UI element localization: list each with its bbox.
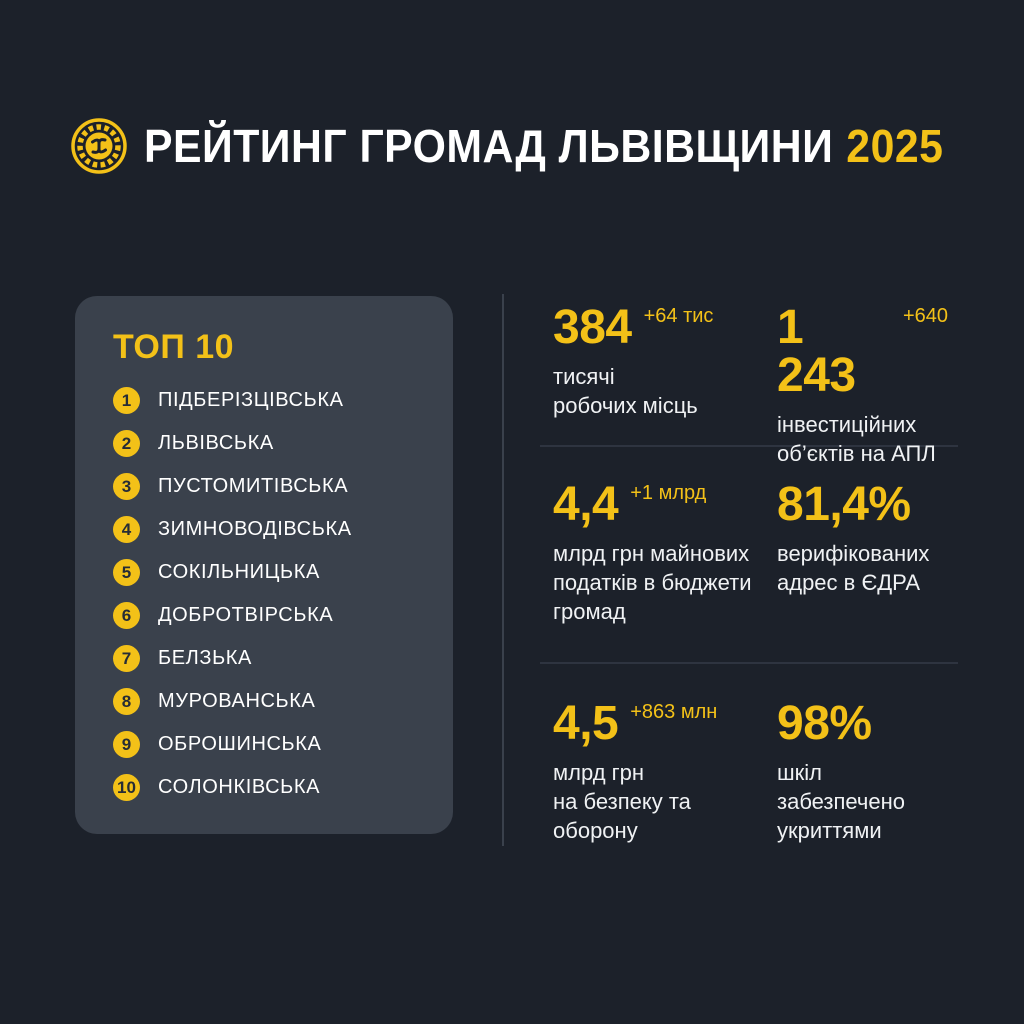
stat-delta: +863 млн xyxy=(630,701,718,723)
rank-badge: 10 xyxy=(113,774,140,801)
stat-number: 1 243 +640 xyxy=(777,304,948,400)
header: РЕЙТИНГ ГРОМАД ЛЬВІВЩИНИ 2025 xyxy=(70,88,1004,204)
gear-coin-icon xyxy=(71,118,127,174)
stat-caption: інвестиційних об’єктів на АПЛ xyxy=(777,412,936,467)
community-name: ПІДБЕРІЗЦІВСЬКА xyxy=(158,389,344,411)
top10-panel: ТОП 10 1 ПІДБЕРІЗЦІВСЬКА 2 ЛЬВІВСЬКА 3 П… xyxy=(75,296,453,834)
stat-defense-spending: 4,5 +863 млн млрд грн на безпеку та обор… xyxy=(553,700,777,845)
rank-badge: 7 xyxy=(113,645,140,672)
stat-delta: +640 xyxy=(902,305,948,327)
stat-number: 384 +64 тис xyxy=(553,304,767,352)
stat-value: 1 243 xyxy=(777,301,856,402)
stat-property-taxes: 4,4 +1 млрд млрд грн майнових податків в… xyxy=(553,481,777,662)
stat-verified-addresses: 81,4% верифікованих адрес в ЄДРА xyxy=(777,481,958,662)
community-name: ОБРОШИНСЬКА xyxy=(158,733,322,755)
rank-badge: 6 xyxy=(113,602,140,629)
rank-badge: 4 xyxy=(113,516,140,543)
stat-investment-objects: 1 243 +640 інвестиційних об’єктів на АПЛ xyxy=(777,304,958,468)
rank-badge: 1 xyxy=(113,387,140,414)
stat-jobs: 384 +64 тис тисячі робочих місць xyxy=(553,304,777,468)
stat-value: 98% xyxy=(777,697,872,750)
page-title-main: РЕЙТИНГ ГРОМАД ЛЬВІВЩИНИ xyxy=(144,119,834,172)
top10-heading: ТОП 10 xyxy=(113,328,235,366)
stats-grid: 384 +64 тис тисячі робочих місць 1 243 +… xyxy=(540,296,958,845)
rank-badge: 9 xyxy=(113,731,140,758)
stat-delta: +64 тис xyxy=(643,305,714,327)
rank-badge: 5 xyxy=(113,559,140,586)
stat-caption: млрд грн майнових податків в бюджети гро… xyxy=(553,541,752,625)
rank-badge: 3 xyxy=(113,473,140,500)
list-item: 7 БЕЛЗЬКА xyxy=(113,637,429,680)
stat-caption: верифікованих адрес в ЄДРА xyxy=(777,541,930,596)
list-item: 5 СОКІЛЬНИЦЬКА xyxy=(113,551,429,594)
stat-value: 4,5 xyxy=(553,697,619,750)
community-name: БЕЛЗЬКА xyxy=(158,647,252,669)
list-item: 3 ПУСТОМИТІВСЬКА xyxy=(113,465,429,508)
list-item: 9 ОБРОШИНСЬКА xyxy=(113,723,429,766)
stat-caption: шкіл забезпечено укриттями xyxy=(777,760,906,844)
list-item: 1 ПІДБЕРІЗЦІВСЬКА xyxy=(113,379,429,422)
stat-value: 81,4% xyxy=(777,478,911,531)
rank-badge: 8 xyxy=(113,688,140,715)
community-name: ДОБРОТВІРСЬКА xyxy=(158,604,334,626)
community-name: МУРОВАНСЬКА xyxy=(158,690,316,712)
community-name: ЗИМНОВОДІВСЬКА xyxy=(158,518,352,540)
stat-number: 81,4% xyxy=(777,481,948,529)
vertical-divider xyxy=(502,294,504,846)
list-item: 10 СОЛОНКІВСЬКА xyxy=(113,766,429,809)
stat-number: 98% xyxy=(777,700,948,748)
community-name: ЛЬВІВСЬКА xyxy=(158,432,274,454)
list-item: 8 МУРОВАНСЬКА xyxy=(113,680,429,723)
stat-caption: тисячі робочих місць xyxy=(553,364,698,419)
stat-caption: млрд грн на безпеку та оборону xyxy=(553,760,691,844)
community-name: СОКІЛЬНИЦЬКА xyxy=(158,561,320,583)
page-title: РЕЙТИНГ ГРОМАД ЛЬВІВЩИНИ 2025 xyxy=(144,119,943,173)
stat-value: 384 xyxy=(553,301,632,354)
rank-badge: 2 xyxy=(113,430,140,457)
community-name: СОЛОНКІВСЬКА xyxy=(158,776,321,798)
stat-number: 4,4 +1 млрд xyxy=(553,481,767,529)
stats-row-1: 384 +64 тис тисячі робочих місць 1 243 +… xyxy=(540,296,958,467)
stats-row-2: 4,4 +1 млрд млрд грн майнових податків в… xyxy=(540,445,958,662)
stat-value: 4,4 xyxy=(553,478,619,531)
stats-row-3: 4,5 +863 млн млрд грн на безпеку та обор… xyxy=(540,662,958,845)
list-item: 6 ДОБРОТВІРСЬКА xyxy=(113,594,429,637)
top10-list: 1 ПІДБЕРІЗЦІВСЬКА 2 ЛЬВІВСЬКА 3 ПУСТОМИТ… xyxy=(113,379,429,809)
stat-number: 4,5 +863 млн xyxy=(553,700,767,748)
list-item: 2 ЛЬВІВСЬКА xyxy=(113,422,429,465)
stat-delta: +1 млрд xyxy=(630,482,707,504)
list-item: 4 ЗИМНОВОДІВСЬКА xyxy=(113,508,429,551)
stat-school-shelters: 98% шкіл забезпечено укриттями xyxy=(777,700,958,845)
community-name: ПУСТОМИТІВСЬКА xyxy=(158,475,349,497)
page-title-year: 2025 xyxy=(846,119,944,172)
